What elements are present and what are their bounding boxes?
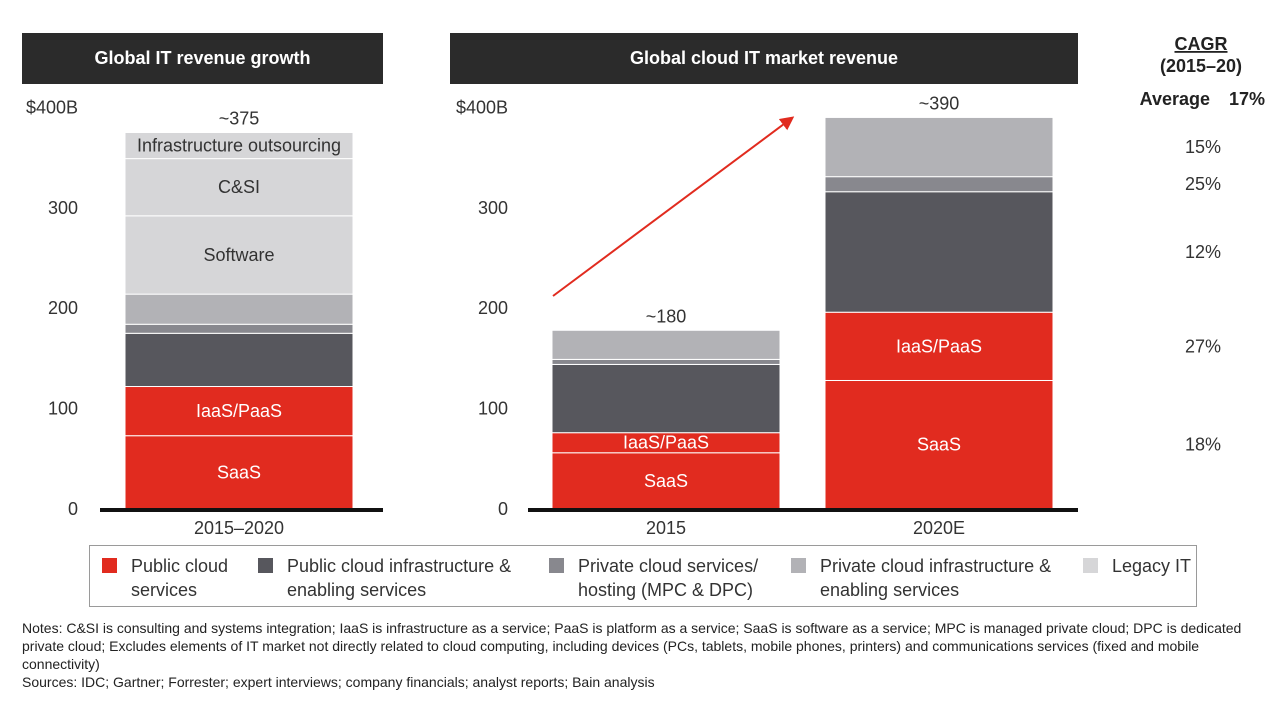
- bar-segment-iaas-paas: [824, 311, 1054, 381]
- bar-segment: [124, 323, 354, 334]
- legend-swatch: [1083, 558, 1098, 573]
- legend-item-legacy-it: Legacy IT: [1083, 554, 1191, 578]
- segment-label: IaaS/PaaS: [896, 336, 982, 356]
- legend-item-private-cloud-services: Private cloud services/ hosting (MPC & D…: [549, 554, 758, 602]
- x-category-label: 2020E: [913, 518, 965, 538]
- legend-swatch: [791, 558, 806, 573]
- legend-item-public-cloud-infrastructure: Public cloud infrastructure & enabling s…: [258, 554, 511, 602]
- legend-label: Private cloud services/ hosting (MPC & D…: [578, 556, 759, 600]
- x-category-label: 2015: [646, 518, 686, 538]
- y-tick-label: $400B: [456, 97, 508, 117]
- cagr-value: 27%: [1185, 336, 1221, 356]
- cagr-value: 12%: [1185, 242, 1221, 262]
- bar-segment: [551, 358, 781, 365]
- legend-label: Legacy IT: [1112, 556, 1192, 576]
- y-tick-label: 300: [48, 198, 78, 218]
- segment-label: C&SI: [218, 177, 260, 197]
- bar-segment: [824, 116, 1054, 178]
- y-tick-label: $400B: [26, 97, 78, 117]
- bar-segment: [551, 329, 781, 360]
- cagr-header: CAGR: [1175, 34, 1228, 54]
- bar-total-label: ~390: [919, 93, 960, 113]
- cagr-period: (2015–20): [1160, 56, 1242, 76]
- sources-text: Sources: IDC; Gartner; Forrester; expert…: [22, 674, 655, 690]
- bar-total-label: ~180: [646, 306, 687, 326]
- y-tick-label: 200: [478, 298, 508, 318]
- segment-label: SaaS: [644, 471, 688, 491]
- segment-label: Infrastructure outsourcing: [137, 136, 341, 156]
- segment-label: IaaS/PaaS: [623, 433, 709, 453]
- cagr-value: 15%: [1185, 137, 1221, 157]
- left-chart-title: Global IT revenue growth: [22, 33, 383, 84]
- growth-arrow: [552, 116, 795, 297]
- legend-swatch: [549, 558, 564, 573]
- legend-label: Public cloud services: [131, 556, 229, 600]
- cagr-value: 25%: [1185, 174, 1221, 194]
- cagr-average-label: Average: [1140, 89, 1210, 109]
- y-tick-label: 100: [48, 399, 78, 419]
- y-tick-label: 300: [478, 198, 508, 218]
- y-tick-label: 0: [68, 499, 78, 519]
- bar-segment: [124, 332, 354, 388]
- y-tick-label: 0: [498, 499, 508, 519]
- bar-segment: [824, 191, 1054, 313]
- right-chart-title: Global cloud IT market revenue: [450, 33, 1078, 84]
- legend-swatch: [258, 558, 273, 573]
- cagr-value: 18%: [1185, 435, 1221, 455]
- segment-label: Software: [203, 245, 274, 265]
- legend-item-public-cloud-services: Public cloud services: [102, 554, 228, 602]
- y-tick-label: 200: [48, 298, 78, 318]
- legend-item-private-cloud-infrastructure: Private cloud infrastructure & enabling …: [791, 554, 1051, 602]
- bar-segment-saas: [551, 452, 781, 510]
- y-tick-label: 100: [478, 399, 508, 419]
- notes-text: Notes: C&SI is consulting and systems in…: [22, 620, 1242, 672]
- cagr-average-value: 17%: [1229, 89, 1265, 109]
- bar-segment-infrastructure-outsourcing: [124, 132, 354, 160]
- bar-segment: [551, 363, 781, 434]
- footnotes: Notes: C&SI is consulting and systems in…: [22, 619, 1262, 691]
- segment-label: SaaS: [917, 435, 961, 455]
- bar-segment-saas: [824, 379, 1054, 510]
- bar-segment: [124, 293, 354, 325]
- legend: Public cloud services Public cloud infra…: [89, 545, 1197, 607]
- legend-swatch: [102, 558, 117, 573]
- charts-canvas: 0 100 200 300 $400B SaaS IaaS/PaaS Software C&SI…: [26, 34, 1265, 538]
- x-category-label: 2015–2020: [194, 518, 284, 538]
- bar-total-label: ~375: [219, 109, 260, 129]
- bar-segment: [824, 176, 1054, 193]
- legend-label: Private cloud infrastructure & enabling …: [820, 556, 1052, 600]
- segment-label: IaaS/PaaS: [196, 401, 282, 421]
- legend-label: Public cloud infrastructure & enabling s…: [287, 556, 512, 600]
- segment-label: SaaS: [217, 462, 261, 482]
